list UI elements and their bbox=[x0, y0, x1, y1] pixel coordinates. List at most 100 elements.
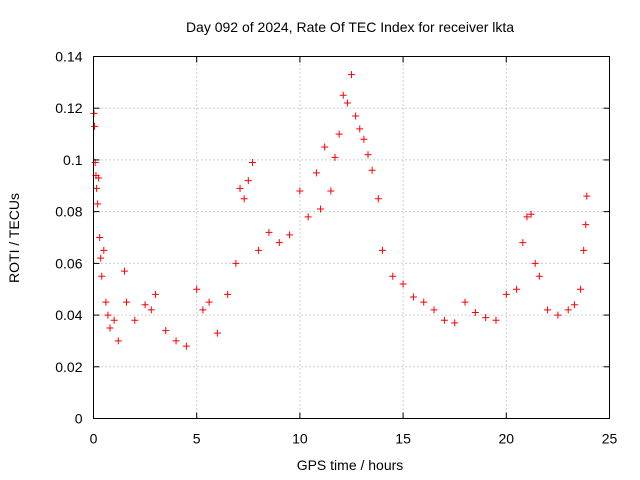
x-tick-label: 10 bbox=[292, 431, 308, 447]
data-point bbox=[335, 130, 343, 138]
data-point bbox=[255, 246, 263, 254]
data-point bbox=[236, 184, 244, 192]
data-point bbox=[440, 316, 448, 324]
data-point bbox=[93, 184, 101, 192]
data-point bbox=[399, 280, 407, 288]
data-point bbox=[570, 301, 578, 309]
y-tick-label: 0.12 bbox=[55, 100, 82, 116]
x-axis-title: GPS time / hours bbox=[297, 457, 404, 473]
data-point bbox=[95, 174, 103, 182]
data-point bbox=[343, 99, 351, 107]
x-tick-label: 25 bbox=[602, 431, 618, 447]
data-point bbox=[172, 337, 180, 345]
data-point bbox=[193, 285, 201, 293]
data-point bbox=[420, 298, 428, 306]
x-tick-label: 15 bbox=[395, 431, 411, 447]
data-point bbox=[582, 221, 590, 229]
data-point bbox=[378, 246, 386, 254]
data-point bbox=[123, 298, 131, 306]
data-point bbox=[360, 135, 368, 143]
data-point bbox=[327, 187, 335, 195]
data-point bbox=[224, 290, 232, 298]
data-point bbox=[312, 169, 320, 177]
data-point bbox=[182, 342, 190, 350]
data-point bbox=[535, 272, 543, 280]
data-point bbox=[120, 267, 128, 275]
chart-title: Day 092 of 2024, Rate Of TEC Index for r… bbox=[186, 19, 514, 35]
y-axis-title: ROTI / TECUs bbox=[6, 193, 22, 283]
data-point bbox=[531, 259, 539, 267]
data-point bbox=[286, 231, 294, 239]
y-tick-label: 0.14 bbox=[55, 49, 82, 65]
data-point bbox=[321, 143, 329, 151]
data-point bbox=[94, 200, 102, 208]
data-point bbox=[352, 112, 360, 120]
data-point bbox=[577, 285, 585, 293]
data-point bbox=[348, 71, 355, 79]
data-point bbox=[368, 166, 376, 174]
axis-ticks: 0 0.02 0.04 0.06 0.08 0.1 0.12 0.14 0 5 10 15 20 25 bbox=[55, 49, 617, 447]
x-tick-label: 0 bbox=[90, 431, 98, 447]
data-point bbox=[275, 239, 283, 247]
data-point bbox=[583, 192, 591, 200]
data-point bbox=[374, 195, 382, 203]
data-point bbox=[409, 293, 417, 301]
data-point bbox=[492, 316, 500, 324]
data-point bbox=[141, 301, 149, 309]
data-point bbox=[564, 306, 572, 314]
data-point bbox=[110, 316, 118, 324]
data-point bbox=[339, 91, 347, 99]
data-point bbox=[430, 306, 438, 314]
y-tick-label: 0 bbox=[75, 411, 83, 427]
y-tick-label: 0.08 bbox=[55, 204, 82, 220]
x-tick-label: 20 bbox=[499, 431, 515, 447]
data-point bbox=[98, 272, 106, 280]
data-point bbox=[304, 213, 312, 221]
data-point bbox=[461, 298, 469, 306]
data-point bbox=[244, 177, 252, 185]
data-point bbox=[331, 153, 339, 161]
data-point bbox=[248, 159, 256, 167]
data-point bbox=[389, 272, 397, 280]
data-point bbox=[471, 308, 479, 316]
data-point bbox=[519, 239, 527, 247]
data-point bbox=[451, 319, 459, 327]
data-point bbox=[151, 290, 159, 298]
data-point bbox=[317, 205, 325, 213]
y-tick-label: 0.06 bbox=[55, 255, 82, 271]
data-point bbox=[513, 285, 521, 293]
data-point bbox=[96, 234, 104, 241]
data-point bbox=[296, 187, 304, 195]
data-point bbox=[162, 327, 170, 335]
x-tick-label: 5 bbox=[193, 431, 201, 447]
plot-frame bbox=[93, 56, 610, 419]
data-points bbox=[90, 71, 591, 350]
data-point bbox=[100, 246, 108, 254]
y-tick-label: 0.02 bbox=[55, 359, 82, 375]
data-point bbox=[205, 298, 213, 306]
data-point bbox=[527, 210, 535, 218]
data-point bbox=[106, 324, 114, 332]
data-point bbox=[265, 228, 273, 236]
data-point bbox=[213, 329, 221, 337]
grid-lines bbox=[93, 56, 610, 419]
data-point bbox=[502, 290, 510, 298]
data-point bbox=[356, 125, 364, 133]
data-point bbox=[580, 246, 588, 254]
data-point bbox=[523, 213, 531, 221]
data-point bbox=[114, 337, 122, 345]
y-tick-label: 0.1 bbox=[63, 152, 83, 168]
data-point bbox=[97, 254, 105, 262]
data-point bbox=[102, 298, 110, 306]
data-point bbox=[544, 306, 552, 314]
data-point bbox=[240, 195, 248, 203]
data-point bbox=[482, 314, 490, 322]
y-tick-label: 0.04 bbox=[55, 307, 82, 323]
data-point bbox=[91, 122, 99, 130]
data-point bbox=[232, 259, 240, 267]
data-point bbox=[104, 311, 112, 319]
data-point bbox=[131, 316, 139, 324]
data-point bbox=[364, 151, 372, 159]
data-point bbox=[147, 306, 155, 314]
